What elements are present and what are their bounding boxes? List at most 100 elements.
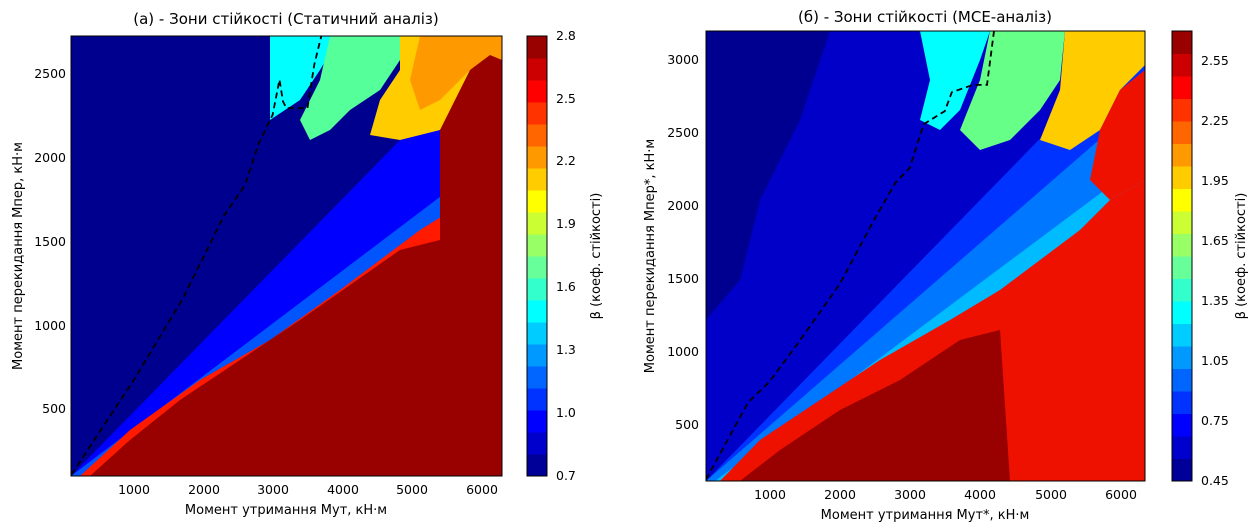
chart-a-xtick-2000: 2000 <box>188 482 220 497</box>
chart-a-cbar-tick-2.2: 2.2 <box>556 153 576 168</box>
colorbar-band <box>1172 391 1192 414</box>
chart-a-colorbar: 0.7 1.0 1.3 1.6 1.9 2.2 2.5 2.8 β (коеф.… <box>526 28 604 483</box>
chart-b-zone-13 <box>960 31 1065 150</box>
colorbar-band <box>527 432 547 455</box>
chart-b-ytick-500: 500 <box>675 417 699 432</box>
colorbar-band <box>1172 211 1192 234</box>
colorbar-band <box>527 300 547 323</box>
chart-b-ytick-1000: 1000 <box>667 344 699 359</box>
chart-a-xtick-5000: 5000 <box>396 482 428 497</box>
chart-b-ytick-3000: 3000 <box>667 52 699 67</box>
chart-b-ytick-2500: 2500 <box>667 125 699 140</box>
colorbar-band <box>1172 166 1192 189</box>
colorbar-band <box>1172 256 1192 279</box>
colorbar-band <box>1172 98 1192 122</box>
colorbar-band <box>527 190 547 213</box>
chart-a-ytick-1000: 1000 <box>34 318 66 333</box>
colorbar-band <box>527 388 547 411</box>
chart-a-boundary-line <box>71 36 323 475</box>
chart-b-xtick-6000: 6000 <box>1105 487 1137 502</box>
chart-b-xtick-4000: 4000 <box>964 487 996 502</box>
colorbar-band <box>527 278 547 301</box>
chart-a-xtick-1000: 1000 <box>118 482 150 497</box>
chart-b-colorbar: 0.45 0.75 1.05 1.35 1.65 1.95 2.25 2.55 … <box>1171 30 1249 488</box>
chart-b-colorbar-swatches <box>1172 31 1192 482</box>
chart-a-cbar-tick-1.0: 1.0 <box>556 405 576 420</box>
colorbar-band <box>527 212 547 235</box>
chart-b-xtick-2000: 2000 <box>824 487 856 502</box>
chart-b-xlabel: Момент утримання Мут*, кН·м <box>821 508 1030 523</box>
chart-b-contour-fill <box>706 31 1145 481</box>
chart-b-boundary-line <box>706 31 995 480</box>
chart-a-colorbar-ticks: 0.7 1.0 1.3 1.6 1.9 2.2 2.5 2.8 <box>556 28 576 483</box>
colorbar-band <box>1172 31 1192 54</box>
chart-a-xtick-3000: 3000 <box>257 482 289 497</box>
chart-a-zone-12 <box>300 36 410 140</box>
chart-b-ytick-1500: 1500 <box>667 271 699 286</box>
chart-b-frame <box>705 30 1146 482</box>
chart-b-title: (б) - Зони стійкості (МСЕ-аналіз) <box>798 8 1052 26</box>
chart-a-colorbar-swatches <box>527 36 547 477</box>
chart-b-cbar-tick-1.65: 1.65 <box>1201 233 1229 248</box>
colorbar-band <box>1172 368 1192 392</box>
chart-b-cbar-tick-1.35: 1.35 <box>1201 293 1229 308</box>
colorbar-band <box>527 80 547 103</box>
colorbar-band <box>527 256 547 279</box>
chart-a-zone-14 <box>410 36 502 110</box>
chart-a-zone-10 <box>90 240 502 476</box>
colorbar-band <box>527 146 547 169</box>
chart-a-colorbar-label: β (коеф. стійкості) <box>589 193 604 320</box>
colorbar-band <box>1172 76 1192 99</box>
chart-b-ylabel: Момент перекидання Мпер*, кН·м <box>643 139 658 373</box>
chart-a-frame <box>70 35 503 477</box>
colorbar-band <box>527 366 547 389</box>
colorbar-band <box>1172 413 1192 437</box>
colorbar-band <box>1172 53 1192 77</box>
chart-a-cbar-tick-1.9: 1.9 <box>556 216 576 231</box>
colorbar-band <box>527 322 547 345</box>
chart-a-xtick-4000: 4000 <box>327 482 359 497</box>
colorbar-band <box>1172 301 1192 324</box>
colorbar-band <box>1172 143 1192 167</box>
chart-a-cbar-tick-1.6: 1.6 <box>556 279 576 294</box>
colorbar-band <box>1172 233 1192 257</box>
chart-a-ytick-2000: 2000 <box>34 150 66 165</box>
colorbar-band <box>527 344 547 367</box>
chart-a-contour-fill <box>71 36 502 476</box>
chart-b-cbar-tick-1.95: 1.95 <box>1201 173 1229 188</box>
colorbar-band <box>1172 458 1192 482</box>
chart-b-xtick-5000: 5000 <box>1035 487 1067 502</box>
chart-a-xtick-6000: 6000 <box>466 482 498 497</box>
colorbar-band <box>527 58 547 81</box>
chart-b-zone-1 <box>706 31 830 320</box>
colorbar-band <box>527 168 547 191</box>
chart-a-cbar-tick-0.7: 0.7 <box>556 468 576 483</box>
chart-a-y-ticks: 500 1000 1500 2000 2500 <box>34 66 66 416</box>
colorbar-band <box>1172 323 1192 347</box>
chart-b-x-ticks: 1000 2000 3000 4000 5000 6000 <box>754 487 1137 502</box>
chart-b-cbar-tick-1.05: 1.05 <box>1201 353 1229 368</box>
chart-b-zone-12 <box>920 31 990 130</box>
chart-b-cbar-tick-0.45: 0.45 <box>1201 473 1229 488</box>
colorbar-band <box>527 234 547 257</box>
colorbar-band <box>527 102 547 125</box>
chart-b-xtick-1000: 1000 <box>754 487 786 502</box>
chart-a-ytick-1500: 1500 <box>34 234 66 249</box>
chart-b-cbar-tick-0.75: 0.75 <box>1201 413 1229 428</box>
chart-b-ytick-2000: 2000 <box>667 198 699 213</box>
chart-b-y-ticks: 500 1000 1500 2000 2500 3000 <box>667 52 699 432</box>
chart-a-ytick-2500: 2500 <box>34 66 66 81</box>
colorbar-band <box>1172 436 1192 459</box>
colorbar-band <box>1172 346 1192 369</box>
colorbar-band <box>1172 121 1192 144</box>
chart-b-zone-10 <box>720 180 1145 481</box>
chart-a-x-ticks: 1000 2000 3000 4000 5000 6000 <box>118 482 498 497</box>
chart-a-ytick-500: 500 <box>42 401 66 416</box>
chart-b-cbar-tick-2.25: 2.25 <box>1201 113 1229 128</box>
chart-b-xtick-3000: 3000 <box>894 487 926 502</box>
chart-a-zone-15 <box>440 55 502 260</box>
chart-b-zone-15 <box>1090 70 1145 200</box>
chart-b-zone-11 <box>740 330 1010 481</box>
chart-a-cbar-tick-2.8: 2.8 <box>556 28 576 43</box>
